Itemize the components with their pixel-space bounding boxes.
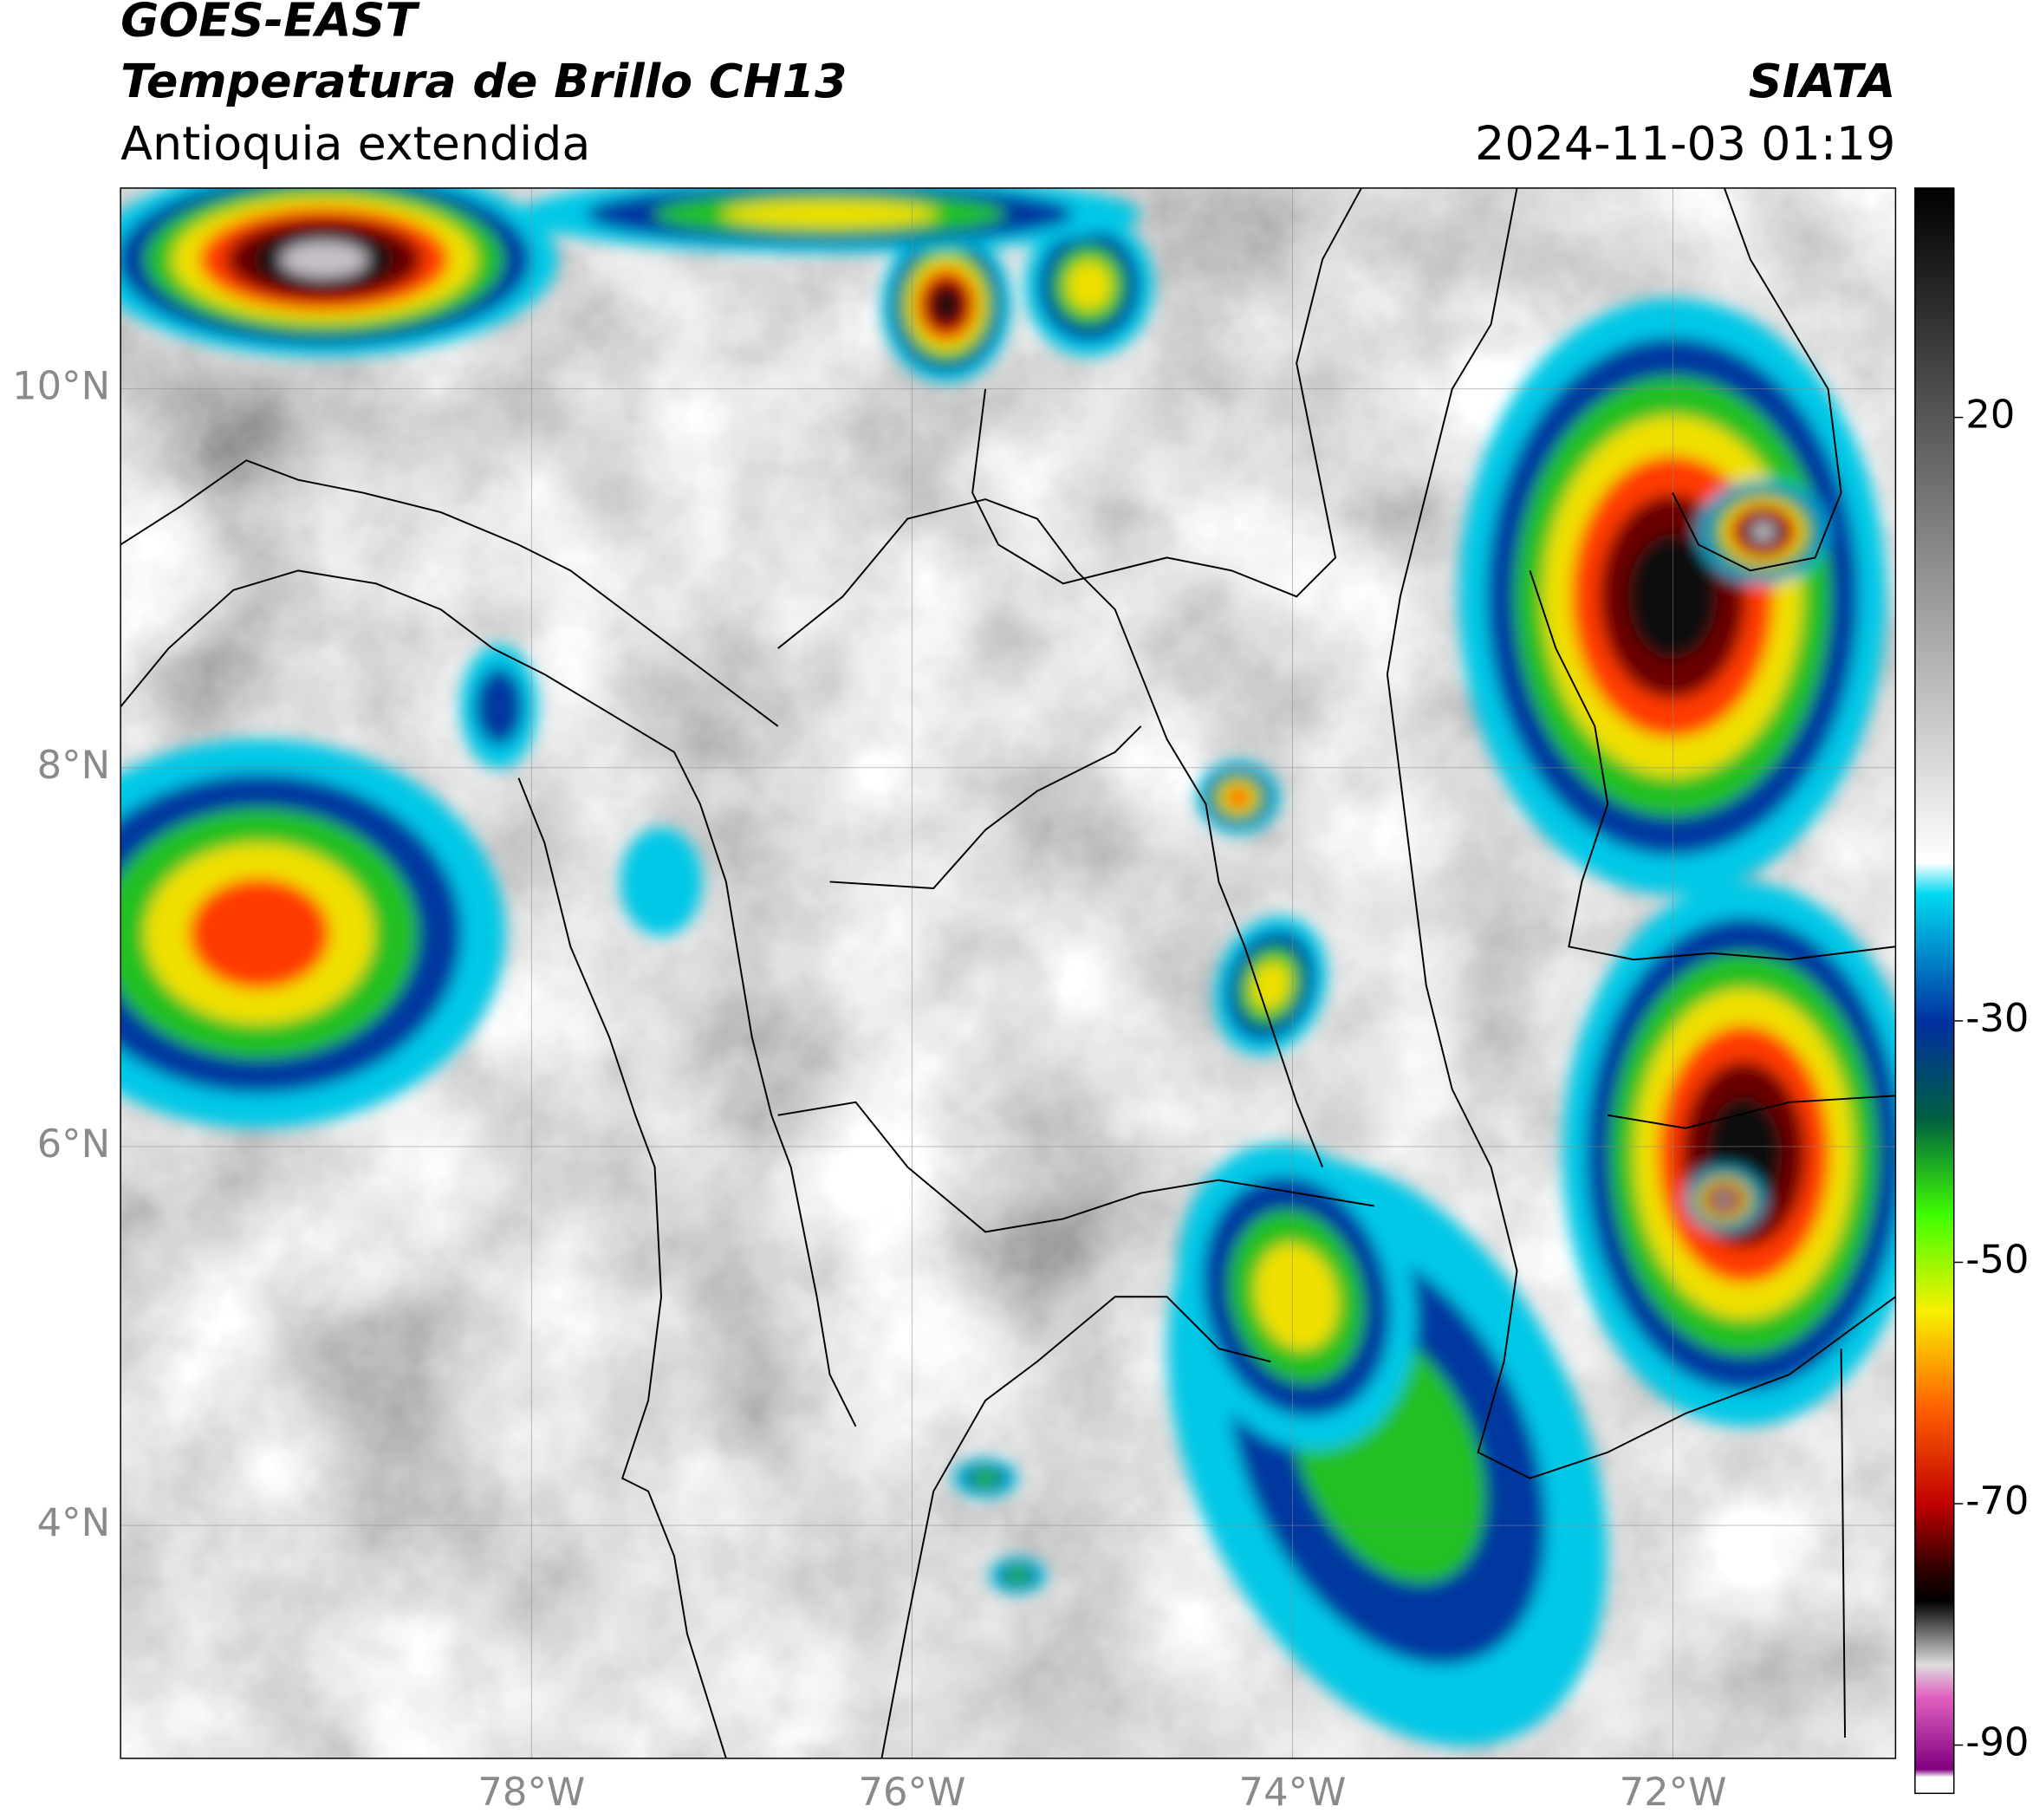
colorbar-tick-label: -90 <box>1965 1719 2029 1765</box>
storm-cell <box>1750 522 1776 542</box>
map-frame <box>120 187 1897 1759</box>
storm-cell <box>932 288 960 322</box>
x-tick-label: 76°W <box>858 1769 965 1815</box>
coastline <box>517 777 727 1758</box>
storm-cell <box>475 668 523 745</box>
department-line <box>777 1101 1375 1233</box>
product-title: Temperatura de Brillo CH13 <box>120 54 847 108</box>
boundaries <box>120 188 1896 1758</box>
x-tick-label: 78°W <box>477 1769 585 1815</box>
coastline <box>120 569 857 1427</box>
border-line <box>1608 1095 1896 1738</box>
department-line <box>880 1296 1271 1758</box>
colorbar-tick-label: -70 <box>1965 1478 2029 1524</box>
storm-cell <box>189 878 330 990</box>
map-area <box>120 188 1896 1758</box>
colorbar-tick-label: -50 <box>1965 1236 2029 1282</box>
border-line <box>1529 570 1896 961</box>
storm-cell <box>971 1469 1000 1487</box>
border-line <box>1672 188 1842 572</box>
timestamp: 2024-11-03 01:19 <box>1475 116 1895 171</box>
y-tick-label: 10°N <box>12 363 110 409</box>
y-tick-label: 4°N <box>37 1499 111 1545</box>
department-line <box>777 498 1323 1167</box>
colorbar-tick-label: 20 <box>1965 392 2015 438</box>
department-line <box>1386 188 1896 1479</box>
storm-cell <box>1717 1193 1732 1206</box>
x-tick-label: 72°W <box>1620 1769 1727 1815</box>
storm-cell <box>721 200 939 228</box>
region-subtitle: Antioquia extendida <box>120 116 590 171</box>
colorbar-tick-label: -30 <box>1965 995 2029 1041</box>
source-label: SIATA <box>1749 54 1896 108</box>
department-line <box>829 725 1142 889</box>
storm-cell <box>1226 787 1250 809</box>
storm-layer <box>120 188 1896 1746</box>
storm-cell <box>1255 1243 1339 1350</box>
satellite-title: GOES-EAST <box>120 0 420 48</box>
storm-cell <box>620 827 703 937</box>
storm-cell <box>1066 260 1112 310</box>
storm-cell <box>1627 533 1718 660</box>
grid-layer <box>120 188 1896 1758</box>
department-line <box>971 188 1362 598</box>
y-tick-label: 8°N <box>37 742 111 788</box>
storm-cell <box>1004 1567 1031 1584</box>
y-tick-label: 6°N <box>37 1121 111 1167</box>
storm-cell <box>280 241 368 278</box>
x-tick-label: 74°W <box>1239 1769 1347 1815</box>
storm-cell <box>1250 961 1291 1011</box>
colorbar <box>1914 187 1955 1795</box>
coastline <box>120 459 779 727</box>
